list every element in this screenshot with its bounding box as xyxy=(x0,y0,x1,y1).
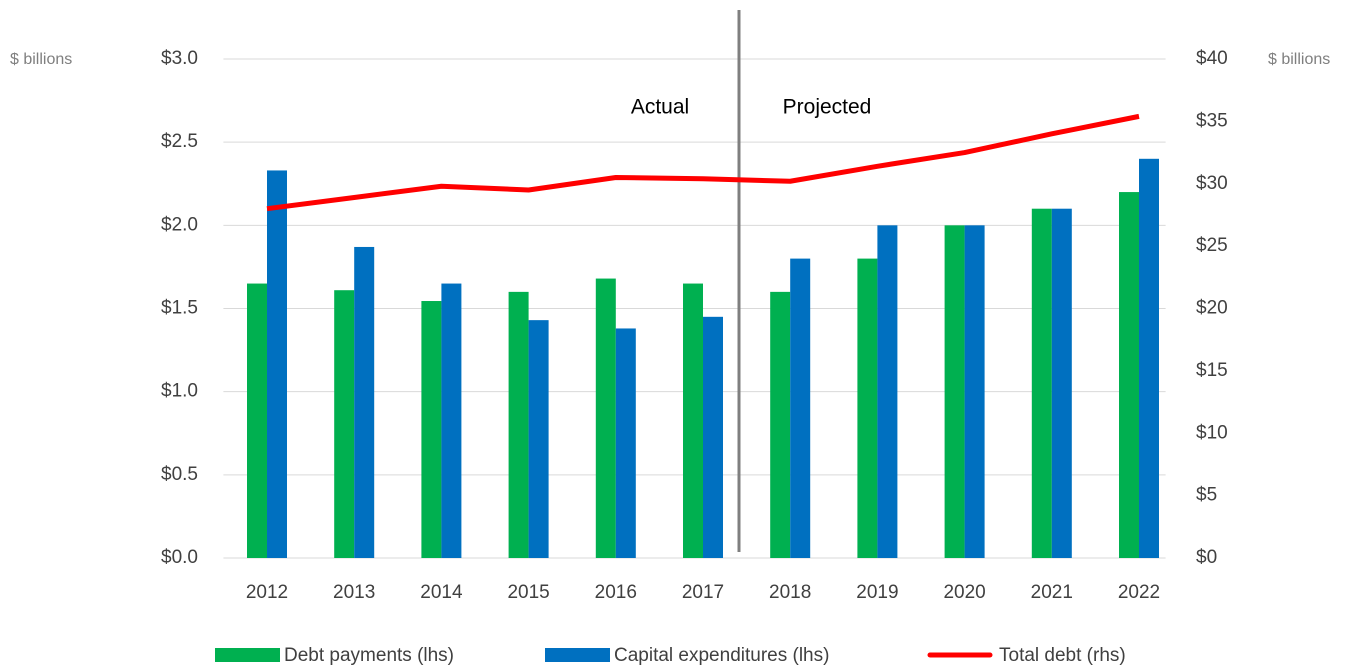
bar xyxy=(615,328,636,558)
bar xyxy=(528,320,549,558)
y2-tick-label: $35 xyxy=(1196,110,1228,131)
y-tick-label: $1.5 xyxy=(161,298,198,319)
x-tick-label: 2018 xyxy=(769,582,811,603)
x-tick-label: 2017 xyxy=(682,582,724,603)
bar xyxy=(1051,208,1072,558)
legend-label: Capital expenditures (lhs) xyxy=(614,645,829,666)
bar xyxy=(1119,192,1139,559)
y2-tick-label: $25 xyxy=(1196,235,1228,256)
right-axis-unit: $ billions xyxy=(1268,51,1330,68)
bar xyxy=(334,290,355,558)
bar xyxy=(1139,158,1159,559)
x-tick-label: 2016 xyxy=(595,582,637,603)
y2-tick-label: $10 xyxy=(1196,422,1228,443)
y2-tick-label: $5 xyxy=(1196,485,1217,506)
legend-swatch xyxy=(215,648,280,662)
x-tick-label: 2015 xyxy=(507,582,549,603)
bar xyxy=(595,278,616,558)
bar xyxy=(770,291,791,558)
bar xyxy=(267,170,287,558)
bar xyxy=(703,316,723,558)
x-tick-label: 2012 xyxy=(246,582,288,603)
bar xyxy=(964,225,985,559)
x-tick-label: 2014 xyxy=(420,582,463,603)
left-axis-unit: $ billions xyxy=(10,51,72,68)
bar xyxy=(354,246,375,558)
bar xyxy=(441,283,462,558)
y-tick-label: $3.0 xyxy=(161,48,198,69)
x-tick-label: 2013 xyxy=(333,582,375,603)
projected-label: Projected xyxy=(783,96,872,119)
x-tick-label: 2022 xyxy=(1118,582,1160,603)
x-tick-label: 2021 xyxy=(1031,582,1073,603)
y2-tick-label: $20 xyxy=(1196,298,1228,319)
bar xyxy=(247,283,267,558)
bar xyxy=(508,291,529,558)
bar xyxy=(944,225,965,559)
bar xyxy=(790,258,811,558)
line xyxy=(266,113,1140,212)
y2-tick-label: $40 xyxy=(1196,48,1228,69)
y-tick-label: $2.5 xyxy=(161,131,198,152)
legend-label: Total debt (rhs) xyxy=(999,645,1126,666)
bar xyxy=(421,301,442,558)
bar xyxy=(857,258,878,558)
y2-tick-label: $30 xyxy=(1196,173,1228,194)
bar xyxy=(877,225,898,559)
y2-tick-label: $0 xyxy=(1196,547,1217,568)
bar xyxy=(683,283,703,558)
x-tick-label: 2020 xyxy=(943,582,985,603)
y-tick-label: $0.5 xyxy=(161,464,198,485)
x-tick-label: 2019 xyxy=(856,582,898,603)
y2-tick-label: $15 xyxy=(1196,360,1228,381)
y-tick-label: $2.0 xyxy=(161,214,198,235)
legend-swatch xyxy=(545,648,610,662)
bar xyxy=(1031,208,1052,558)
y-tick-label: $0.0 xyxy=(161,547,198,568)
legend-label: Debt payments (lhs) xyxy=(284,645,454,666)
actual-label: Actual xyxy=(631,96,689,119)
y-tick-label: $1.0 xyxy=(161,381,198,402)
